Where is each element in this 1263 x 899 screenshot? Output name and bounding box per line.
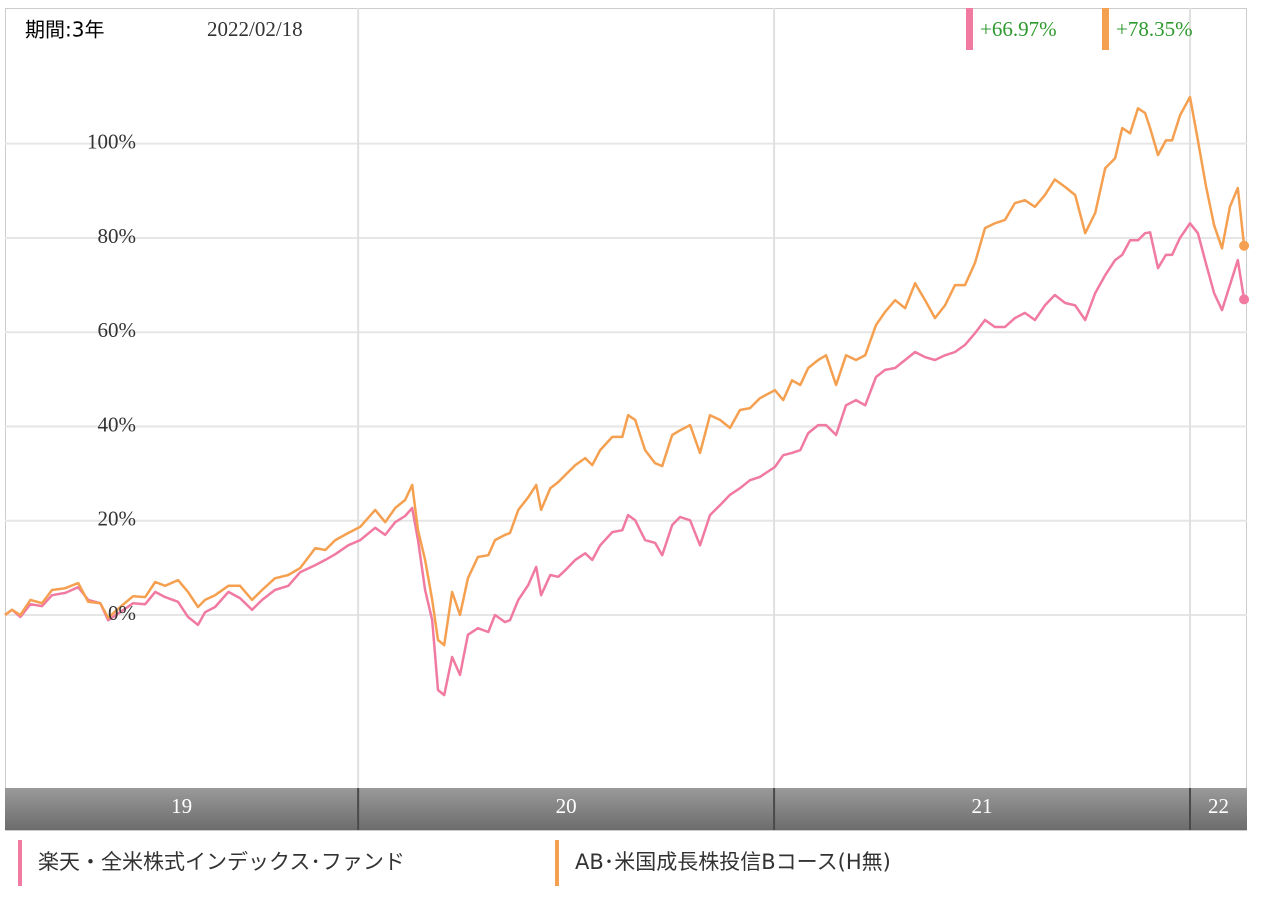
return-swatch: [1102, 8, 1109, 50]
end-point: [1239, 240, 1250, 251]
x-tick-label: 20: [556, 794, 577, 818]
return-label: +66.97%: [980, 17, 1057, 41]
end-point: [1239, 294, 1250, 305]
x-tick-label: 19: [171, 794, 192, 818]
y-tick-label: 20%: [98, 507, 137, 531]
y-tick-label: 80%: [98, 224, 137, 248]
legend-label: 楽天・全米株式インデックス･ファンド: [38, 850, 405, 874]
series-line: [4, 222, 1246, 697]
period: 期間:3年: [25, 18, 104, 42]
time-bar: [5, 788, 1247, 830]
y-tick-label: 0%: [108, 601, 136, 625]
legend-swatch: [18, 840, 22, 886]
series-line: [4, 95, 1246, 647]
date: 2022/02/18: [207, 17, 303, 41]
legend-swatch: [555, 840, 559, 886]
y-tick-label: 40%: [98, 412, 137, 436]
y-tick-label: 60%: [98, 318, 137, 342]
legend-label: AB･米国成長株投信Bコース(H無): [575, 850, 891, 874]
x-tick-label: 22: [1208, 794, 1229, 818]
x-tick-label: 21: [972, 794, 993, 818]
return-label: +78.35%: [1116, 17, 1193, 41]
y-tick-label: 100%: [87, 129, 136, 153]
return-swatch: [966, 8, 973, 50]
